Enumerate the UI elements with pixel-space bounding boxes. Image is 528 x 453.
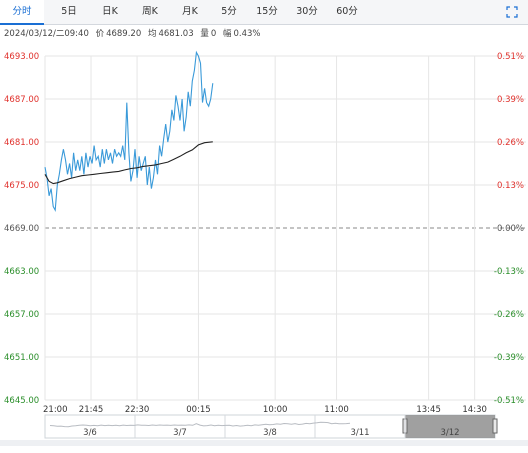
navigator-label: 3/12 — [440, 428, 459, 438]
quote-datetime: 2024/03/12/二09:40 — [4, 29, 89, 39]
pct-tick-label: -0.26% — [494, 310, 524, 320]
pct-tick-label: 0.39% — [497, 95, 524, 105]
tab-daily-k[interactable]: 日K — [102, 6, 118, 17]
x-tick-label: 10:00 — [263, 405, 288, 415]
y-tick-label: 4693.00 — [4, 52, 39, 62]
pct-tick-label: 0.26% — [497, 138, 524, 148]
navigator-label: 3/7 — [173, 428, 187, 438]
tab-monthly-k[interactable]: 月K — [182, 6, 198, 17]
y-tick-label: 4687.00 — [4, 95, 39, 105]
navigator-handle-right — [492, 418, 498, 434]
pct-tick-label: 0.51% — [497, 52, 524, 62]
fullscreen-icon[interactable] — [506, 6, 518, 18]
x-tick-label: 22:30 — [125, 405, 150, 415]
navigator-label: 3/11 — [350, 428, 369, 438]
pct-tick-label: -0.13% — [494, 267, 524, 277]
y-tick-label: 4645.00 — [4, 396, 39, 406]
period-tabs: 分时 5日 日K 周K 月K 5分 15分 30分 60分 — [0, 0, 528, 25]
avg-value: 4681.03 — [158, 29, 194, 39]
average-price-line — [44, 141, 213, 185]
x-tick-label: 11:00 — [324, 405, 349, 415]
navigator-trend-line — [49, 421, 351, 428]
x-tick-label: 14:30 — [462, 405, 487, 415]
y-tick-label: 4651.00 — [4, 353, 39, 363]
pct-tick-label: -0.51% — [494, 396, 524, 406]
tab-15min[interactable]: 15分 — [256, 6, 278, 17]
change-label: 幅 — [222, 29, 232, 39]
volume-value: 0 — [210, 29, 217, 39]
tab-5min[interactable]: 5分 — [221, 6, 237, 17]
pct-tick-label: -0.39% — [494, 353, 524, 363]
y-tick-label: 4663.00 — [4, 267, 39, 277]
change-value: 0.43% — [233, 29, 261, 39]
x-tick-label: 00:15 — [186, 405, 211, 415]
price-value: 4689.20 — [106, 29, 142, 39]
y-tick-label: 4657.00 — [4, 310, 39, 320]
navigator-selected-range — [405, 415, 495, 438]
tab-60min[interactable]: 60分 — [336, 6, 358, 17]
tab-intraday[interactable]: 分时 — [0, 0, 44, 25]
navigator-scrollbar — [0, 440, 528, 446]
y-tick-label: 4681.00 — [4, 138, 39, 148]
x-tick-label: 21:45 — [79, 405, 104, 415]
tab-30min[interactable]: 30分 — [296, 6, 318, 17]
navigator-label: 3/6 — [83, 428, 97, 438]
pct-tick-label: 0.13% — [497, 181, 524, 191]
price-series-line — [44, 50, 214, 212]
volume-label: 量 — [200, 29, 209, 39]
pct-tick-label: 0.00% — [497, 224, 524, 234]
x-tick-label: 21:00 — [43, 405, 68, 415]
navigator-label: 3/8 — [263, 428, 277, 438]
tab-5day[interactable]: 5日 — [61, 6, 77, 17]
x-tick-label: 13:45 — [416, 405, 441, 415]
avg-label: 均 — [147, 29, 157, 39]
y-tick-label: 4675.00 — [4, 181, 39, 191]
price-label: 价 — [95, 29, 105, 39]
y-tick-label: 4669.00 — [4, 224, 39, 234]
tab-weekly-k[interactable]: 周K — [142, 6, 158, 17]
